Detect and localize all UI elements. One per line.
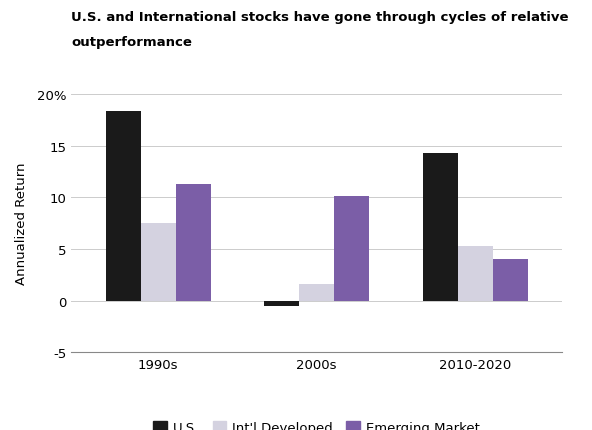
Bar	[141, 224, 176, 301]
Bar	[265, 301, 300, 306]
Legend: U.S., Int'l Developed, Emerging Market: U.S., Int'l Developed, Emerging Market	[148, 416, 485, 430]
Bar	[423, 154, 458, 301]
Bar	[300, 285, 334, 301]
Bar	[106, 112, 141, 301]
Bar	[458, 246, 493, 301]
Text: outperformance: outperformance	[71, 36, 192, 49]
Text: U.S. and International stocks have gone through cycles of relative: U.S. and International stocks have gone …	[71, 11, 568, 24]
Y-axis label: Annualized Return: Annualized Return	[15, 163, 28, 285]
Bar	[493, 260, 527, 301]
Bar	[176, 184, 211, 301]
Bar	[334, 197, 369, 301]
